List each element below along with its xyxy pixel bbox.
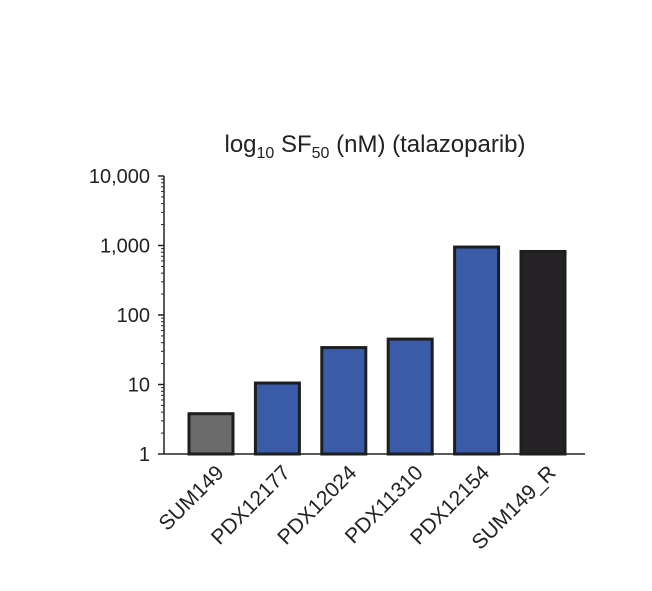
y-tick-label: 1 bbox=[139, 444, 150, 466]
bar bbox=[253, 381, 301, 456]
x-axis-labels: SUM149PDX12177PDX12024PDX11310PDX12154SU… bbox=[154, 461, 560, 554]
chart-title-middle-sub: 50 bbox=[312, 145, 330, 162]
bar bbox=[187, 412, 235, 456]
bar bbox=[320, 346, 368, 456]
bars bbox=[187, 245, 567, 456]
y-tick-label: 10 bbox=[128, 375, 150, 397]
bar bbox=[453, 245, 501, 456]
y-axis-ticks: 1 10 100 1,000 10,000 bbox=[89, 166, 164, 466]
y-tick-label: 10,000 bbox=[89, 166, 150, 188]
chart-title-middle: SF bbox=[274, 131, 311, 158]
y-tick-label: 100 bbox=[117, 305, 150, 327]
chart-title-suffix: (nM) (talazoparib) bbox=[329, 131, 525, 158]
chart-title: log10 SF50 (nM) (talazoparib) bbox=[224, 131, 525, 162]
bar bbox=[386, 337, 434, 456]
bar bbox=[519, 249, 567, 456]
y-tick-label: 1,000 bbox=[100, 236, 150, 258]
chart-title-prefix-sub: 10 bbox=[257, 145, 275, 162]
chart-title-prefix: log bbox=[224, 131, 256, 158]
